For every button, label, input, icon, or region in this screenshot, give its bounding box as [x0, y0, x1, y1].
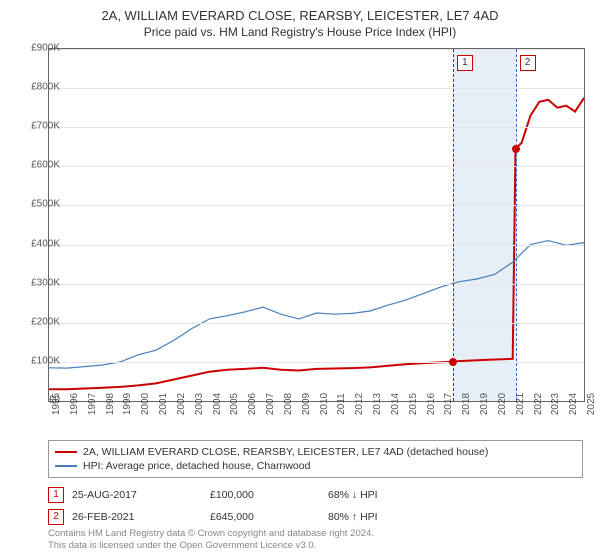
y-gridline [49, 245, 584, 246]
legend-row: 2A, WILLIAM EVERARD CLOSE, REARSBY, LEIC… [55, 445, 576, 459]
x-tick-label: 2016 [426, 393, 437, 415]
chart-container: 2A, WILLIAM EVERARD CLOSE, REARSBY, LEIC… [0, 0, 600, 560]
legend-label: 2A, WILLIAM EVERARD CLOSE, REARSBY, LEIC… [83, 446, 488, 458]
x-tick-label: 1996 [69, 393, 80, 415]
x-tick-label: 2018 [461, 393, 472, 415]
y-tick-label: £300K [16, 277, 60, 288]
events-table: 1 25-AUG-2017 £100,000 68% ↓ HPI 2 26-FEB-202… [48, 484, 583, 528]
footer-line-2: This data is licensed under the Open Gov… [48, 540, 374, 552]
x-tick-label: 2014 [390, 393, 401, 415]
x-tick-label: 2023 [550, 393, 561, 415]
legend-swatch [55, 451, 77, 453]
event-row: 1 25-AUG-2017 £100,000 68% ↓ HPI [48, 484, 583, 506]
event-row: 2 26-FEB-2021 £645,000 80% ↑ HPI [48, 506, 583, 528]
y-gridline [49, 88, 584, 89]
footer-line-1: Contains HM Land Registry data © Crown c… [48, 528, 374, 540]
y-tick-label: £800K [16, 82, 60, 93]
x-tick-label: 1999 [122, 393, 133, 415]
x-tick-label: 2017 [443, 393, 454, 415]
x-tick-label: 2000 [140, 393, 151, 415]
x-tick-label: 2007 [265, 393, 276, 415]
chart-subtitle: Price paid vs. HM Land Registry's House … [0, 25, 600, 43]
x-tick-label: 2011 [336, 393, 347, 415]
y-gridline [49, 127, 584, 128]
x-tick-label: 2012 [354, 393, 365, 415]
event-price: £645,000 [210, 511, 320, 523]
sale-dot [449, 358, 457, 366]
x-tick-label: 1995 [51, 393, 62, 415]
y-tick-label: £200K [16, 316, 60, 327]
event-marker-box: 2 [520, 55, 536, 71]
y-gridline [49, 284, 584, 285]
x-tick-label: 2022 [533, 393, 544, 415]
event-row-marker: 1 [48, 487, 64, 503]
x-tick-label: 2019 [479, 393, 490, 415]
y-gridline [49, 205, 584, 206]
x-tick-label: 2008 [283, 393, 294, 415]
event-date: 25-AUG-2017 [72, 489, 202, 501]
x-tick-label: 2020 [497, 393, 508, 415]
event-vertical-line [453, 49, 454, 401]
x-tick-label: 2024 [568, 393, 579, 415]
y-gridline [49, 362, 584, 363]
event-hpi: 80% ↑ HPI [328, 511, 448, 523]
x-tick-label: 2015 [408, 393, 419, 415]
x-tick-label: 1998 [105, 393, 116, 415]
series-hpi [49, 241, 584, 369]
x-tick-label: 2004 [212, 393, 223, 415]
y-tick-label: £400K [16, 238, 60, 249]
x-tick-label: 1997 [87, 393, 98, 415]
x-tick-label: 2009 [301, 393, 312, 415]
x-tick-label: 2001 [158, 393, 169, 415]
y-tick-label: £700K [16, 121, 60, 132]
legend-row: HPI: Average price, detached house, Char… [55, 459, 576, 473]
event-marker-box: 1 [457, 55, 473, 71]
event-date: 26-FEB-2021 [72, 511, 202, 523]
event-vertical-line [516, 49, 517, 401]
legend: 2A, WILLIAM EVERARD CLOSE, REARSBY, LEIC… [48, 440, 583, 478]
y-tick-label: £100K [16, 355, 60, 366]
x-tick-label: 2021 [515, 393, 526, 415]
plot-area: 12 [48, 48, 585, 402]
series-svg [49, 49, 584, 401]
footer: Contains HM Land Registry data © Crown c… [48, 528, 374, 553]
y-gridline [49, 49, 584, 50]
event-price: £100,000 [210, 489, 320, 501]
legend-swatch [55, 465, 77, 467]
x-tick-label: 2025 [586, 393, 597, 415]
event-row-marker: 2 [48, 509, 64, 525]
x-tick-label: 2005 [229, 393, 240, 415]
y-gridline [49, 323, 584, 324]
x-tick-label: 2006 [247, 393, 258, 415]
x-tick-label: 2010 [319, 393, 330, 415]
chart-title: 2A, WILLIAM EVERARD CLOSE, REARSBY, LEIC… [0, 0, 600, 25]
x-tick-label: 2013 [372, 393, 383, 415]
x-tick-label: 2003 [194, 393, 205, 415]
x-tick-label: 2002 [176, 393, 187, 415]
sale-dot [512, 145, 520, 153]
y-tick-label: £900K [16, 43, 60, 54]
event-hpi: 68% ↓ HPI [328, 489, 448, 501]
y-tick-label: £600K [16, 160, 60, 171]
y-tick-label: £500K [16, 199, 60, 210]
legend-label: HPI: Average price, detached house, Char… [83, 460, 310, 472]
y-gridline [49, 166, 584, 167]
